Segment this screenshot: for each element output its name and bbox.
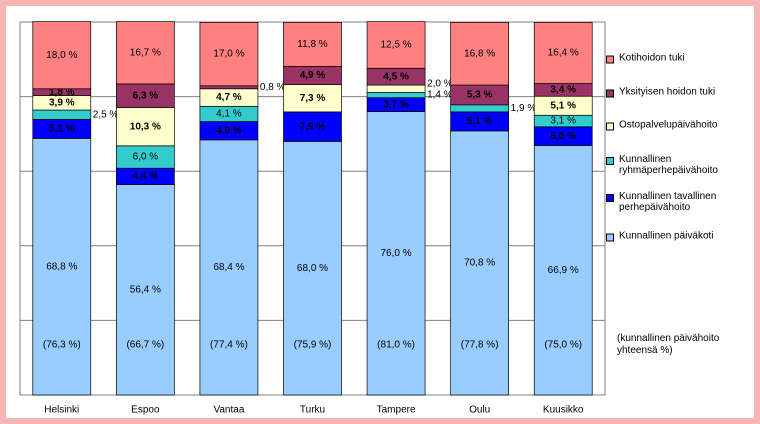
value-label: 4,7 % [216,92,242,103]
value-label: 0,8 % [260,82,286,93]
bar-segment [116,107,175,147]
legend-label: Kunnallinen päiväkoti [619,230,714,242]
legend-swatch [606,89,614,98]
legend-label: Ostopalvelupäivähoito [619,119,718,131]
value-label: 5,1 % [49,124,75,135]
bar-segment [116,21,175,85]
value-label: 4,1 % [216,109,242,120]
bar-segment [283,111,342,142]
total-label: (75,9 %) [294,339,332,350]
value-label: 70,8 % [464,258,495,269]
value-label: 3,7 % [383,99,409,110]
value-label: 68,4 % [213,262,244,273]
legend-swatch [606,122,614,131]
value-label: 4,5 % [383,71,409,82]
value-label: 17,0 % [213,49,244,60]
legend-item: Ostopalvelupäivähoito [606,120,751,131]
value-label: 5,3 % [467,90,493,101]
value-label: 3,4 % [550,85,576,96]
bar-segment [199,85,259,90]
x-tick-label: Oulu [469,405,490,416]
legend-label: Kunnallinen tavallinen perhepäivähoito [619,191,717,213]
value-label: 5,0 % [550,131,576,142]
value-label: 1,4 % [427,90,453,101]
value-label: 2,5 % [93,109,119,120]
bar-segment [366,84,426,93]
value-label: 4,4 % [133,171,159,182]
value-label: 16,7 % [130,47,161,58]
value-label: 7,9 % [300,121,326,132]
value-label: 4,9 % [300,70,326,81]
bar-segment [199,139,259,396]
legend-label: Kotihoidon tuki [619,52,685,64]
total-label: (77,8 %) [461,339,499,350]
total-label: (81,0 %) [377,339,415,350]
legend-item: Kotihoidon tuki [606,53,751,64]
bar-segment [366,111,426,396]
legend-label: Kunnallinen ryhmäperhepäivähoito [619,154,718,176]
value-label: 4,9 % [216,125,242,136]
total-label: (66,7 %) [126,339,164,350]
bar-segment [450,130,509,396]
legend-swatch [606,157,614,165]
x-tick-label: Turku [300,405,325,416]
value-label: 3,1 % [550,116,576,127]
value-label: 68,8 % [46,261,77,272]
x-tick-label: Vantaa [213,405,244,416]
x-tick-label: Tampere [377,405,416,416]
legend-item: Kunnallinen ryhmäperhepäivähoito [606,154,751,176]
total-label: (76,3 %) [43,339,81,350]
legend-item: Kunnallinen päiväkoti [606,231,751,242]
value-label: 66,9 % [548,265,579,276]
totals-label: (kunnallinen päivähoito yhteensä %) [617,333,720,356]
bar-segment [283,141,342,396]
legend-swatch [606,233,614,242]
bar-segment [366,21,426,69]
value-label: 3,9 % [49,97,75,108]
value-label: 76,0 % [381,248,412,259]
value-label: 5,1 % [550,100,576,111]
x-tick-label: Kuusikko [543,405,584,416]
bar-segment [32,109,92,120]
value-label: 5,1 % [467,116,493,127]
legend-swatch [606,194,614,202]
value-label: 56,4 % [130,284,161,295]
x-tick-label: Helsinki [44,405,79,416]
total-label: (75,0 %) [544,339,582,350]
bar-segment [450,22,509,86]
bar-segment [283,84,342,113]
value-label: 18,0 % [46,50,77,61]
bar-segment [533,22,593,84]
legend-label: Yksityisen hoidon tuki [619,86,716,98]
value-label: 16,8 % [464,48,495,59]
value-label: 1,9 % [511,103,537,114]
bar-segment [283,22,342,67]
legend-swatch [606,55,614,64]
bar-segment [533,145,593,396]
value-label: 10,3 % [130,121,161,132]
value-label: 11,8 % [297,39,327,50]
value-label: 1,8 % [49,87,75,98]
value-label: 2,0 % [427,79,453,90]
bar-segment [32,138,92,396]
value-label: 68,0 % [297,263,328,274]
value-label: 6,3 % [133,90,159,101]
bar-segment [450,104,509,113]
value-label: 16,4 % [548,48,579,59]
x-tick-label: Espoo [131,405,160,416]
bar-segment [199,22,259,87]
legend-item: Kunnallinen tavallinen perhepäivähoito [606,191,751,213]
value-label: 6,0 % [133,152,159,163]
value-label: 12,5 % [381,40,412,51]
legend-item: Yksityisen hoidon tuki [606,87,751,98]
chart: Helsinki 68,8 % 5,1 % 2,5 % 3,9 %1,8 % 18,0 %… [19,21,606,416]
bar-segment [32,21,92,90]
total-label: (77,4 %) [210,339,248,350]
value-label: 7,3 % [300,93,326,104]
bar-segment [366,92,426,99]
bar-segment [116,184,175,396]
